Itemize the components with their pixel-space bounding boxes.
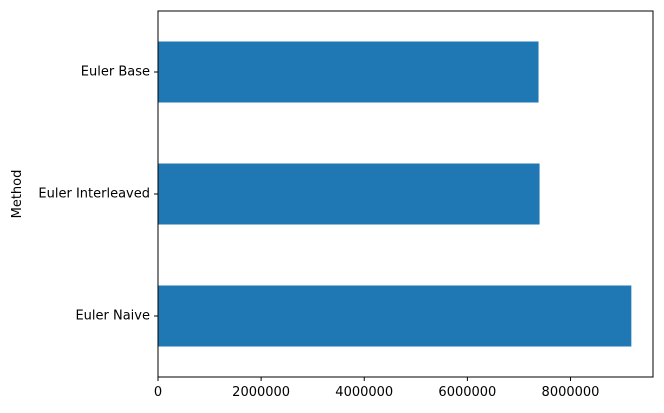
bar-euler-naive bbox=[158, 285, 632, 347]
x-tick-label: 2000000 bbox=[232, 385, 290, 400]
y-tick-label-euler-interleaved: Euler Interleaved bbox=[38, 187, 150, 202]
y-tick-label-euler-base: Euler Base bbox=[81, 65, 150, 80]
y-axis-ticks: Euler Naive Euler Interleaved Euler Base bbox=[38, 65, 158, 324]
bar-euler-interleaved bbox=[158, 163, 540, 225]
plot-frame bbox=[157, 10, 654, 378]
y-axis-title: Method bbox=[10, 170, 25, 219]
x-tick-label: 8000000 bbox=[542, 385, 600, 400]
y-tick-label-euler-naive: Euler Naive bbox=[75, 309, 150, 324]
x-tick-label: 0 bbox=[154, 385, 162, 400]
bars-group bbox=[158, 41, 632, 347]
x-axis-ticks: 0 2000000 4000000 6000000 8000000 bbox=[154, 377, 600, 400]
bar-euler-base bbox=[158, 41, 539, 103]
x-tick-label: 4000000 bbox=[335, 385, 393, 400]
x-tick-label: 6000000 bbox=[438, 385, 496, 400]
